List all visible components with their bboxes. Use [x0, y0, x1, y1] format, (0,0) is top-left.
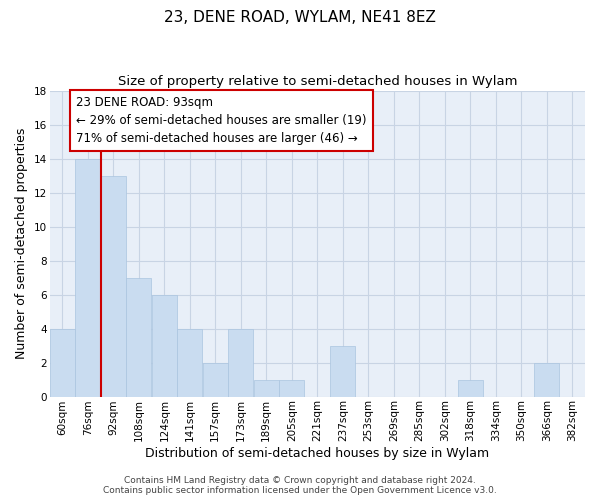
Bar: [178, 328, 202, 396]
Y-axis label: Number of semi-detached properties: Number of semi-detached properties: [15, 128, 28, 359]
Bar: [330, 346, 355, 397]
Bar: [254, 380, 279, 396]
Bar: [280, 380, 304, 396]
Bar: [50, 328, 75, 396]
Bar: [101, 176, 126, 396]
Text: 23, DENE ROAD, WYLAM, NE41 8EZ: 23, DENE ROAD, WYLAM, NE41 8EZ: [164, 10, 436, 25]
Bar: [203, 362, 228, 396]
Bar: [76, 158, 100, 396]
Bar: [152, 294, 177, 396]
Text: 23 DENE ROAD: 93sqm
← 29% of semi-detached houses are smaller (19)
71% of semi-d: 23 DENE ROAD: 93sqm ← 29% of semi-detach…: [76, 96, 367, 144]
Text: Contains HM Land Registry data © Crown copyright and database right 2024.
Contai: Contains HM Land Registry data © Crown c…: [103, 476, 497, 495]
Bar: [127, 278, 151, 396]
Bar: [458, 380, 483, 396]
Bar: [534, 362, 559, 396]
Title: Size of property relative to semi-detached houses in Wylam: Size of property relative to semi-detach…: [118, 75, 517, 88]
Bar: [229, 328, 253, 396]
X-axis label: Distribution of semi-detached houses by size in Wylam: Distribution of semi-detached houses by …: [145, 447, 490, 460]
